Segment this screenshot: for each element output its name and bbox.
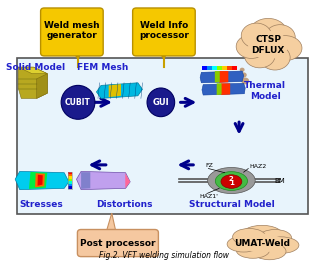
- Ellipse shape: [259, 230, 292, 246]
- Polygon shape: [37, 74, 47, 99]
- Ellipse shape: [227, 236, 260, 252]
- Polygon shape: [38, 175, 43, 186]
- Polygon shape: [158, 50, 168, 59]
- FancyBboxPatch shape: [41, 8, 103, 56]
- Polygon shape: [221, 83, 230, 95]
- Ellipse shape: [240, 234, 284, 253]
- Polygon shape: [29, 172, 47, 189]
- Ellipse shape: [236, 35, 266, 58]
- Text: Stresses: Stresses: [19, 200, 63, 209]
- Polygon shape: [202, 83, 245, 95]
- Polygon shape: [18, 67, 47, 74]
- FancyBboxPatch shape: [77, 230, 158, 256]
- Bar: [68, 172, 72, 189]
- Ellipse shape: [215, 172, 247, 190]
- Ellipse shape: [233, 228, 266, 245]
- Polygon shape: [215, 71, 220, 83]
- Polygon shape: [15, 171, 69, 190]
- FancyBboxPatch shape: [17, 58, 308, 214]
- Ellipse shape: [147, 88, 175, 117]
- Polygon shape: [109, 84, 121, 97]
- Text: Post processor: Post processor: [80, 239, 156, 248]
- Text: BM: BM: [274, 178, 285, 184]
- Text: Fig.2. VFT welding simulation flow: Fig.2. VFT welding simulation flow: [99, 251, 229, 260]
- Ellipse shape: [241, 23, 272, 48]
- Text: FZ: FZ: [205, 163, 213, 168]
- Text: Distortions: Distortions: [96, 200, 152, 209]
- Text: Weld mesh
generator: Weld mesh generator: [44, 21, 100, 40]
- Polygon shape: [96, 83, 142, 99]
- Bar: [68, 186, 72, 189]
- Polygon shape: [18, 67, 47, 99]
- Bar: [217, 66, 222, 70]
- Bar: [68, 177, 72, 179]
- Bar: [232, 66, 237, 70]
- Ellipse shape: [262, 237, 299, 254]
- Polygon shape: [106, 213, 116, 234]
- Polygon shape: [125, 173, 130, 188]
- Bar: [68, 174, 72, 177]
- Ellipse shape: [253, 243, 286, 260]
- Text: CTSP
DFLUX: CTSP DFLUX: [252, 35, 285, 55]
- Polygon shape: [200, 71, 244, 83]
- Bar: [68, 181, 72, 184]
- Bar: [227, 66, 232, 70]
- Ellipse shape: [248, 31, 288, 59]
- Polygon shape: [81, 172, 90, 189]
- Ellipse shape: [250, 18, 287, 47]
- Text: GUI: GUI: [153, 98, 169, 107]
- Text: 2: 2: [228, 176, 233, 182]
- Ellipse shape: [208, 167, 255, 194]
- Text: Solid Model: Solid Model: [5, 63, 65, 72]
- Bar: [68, 172, 72, 174]
- FancyBboxPatch shape: [133, 8, 195, 56]
- Polygon shape: [35, 173, 45, 187]
- Ellipse shape: [268, 36, 302, 61]
- Bar: [212, 66, 217, 70]
- Bar: [68, 184, 72, 186]
- Ellipse shape: [241, 78, 249, 84]
- Text: Weld Info
processor: Weld Info processor: [139, 21, 189, 40]
- Ellipse shape: [221, 175, 242, 188]
- Text: 1: 1: [229, 180, 234, 186]
- Polygon shape: [219, 71, 228, 83]
- Ellipse shape: [260, 45, 290, 70]
- Text: UMAT-Weld: UMAT-Weld: [234, 239, 290, 248]
- Ellipse shape: [242, 225, 282, 244]
- Bar: [207, 66, 212, 70]
- Text: Structural Model: Structural Model: [189, 200, 274, 209]
- Ellipse shape: [240, 68, 245, 72]
- Text: FEM Mesh: FEM Mesh: [77, 63, 128, 72]
- Polygon shape: [73, 50, 82, 59]
- Text: HAZ2: HAZ2: [249, 163, 266, 168]
- Ellipse shape: [61, 85, 95, 119]
- Bar: [68, 179, 72, 181]
- Ellipse shape: [245, 44, 275, 68]
- Text: CUBIT: CUBIT: [65, 98, 91, 107]
- Polygon shape: [217, 83, 222, 95]
- Ellipse shape: [241, 72, 247, 78]
- Bar: [202, 66, 207, 70]
- Polygon shape: [77, 171, 130, 190]
- Text: Thermal
Model: Thermal Model: [244, 81, 286, 101]
- Ellipse shape: [265, 25, 295, 50]
- Ellipse shape: [236, 242, 269, 258]
- Bar: [222, 66, 227, 70]
- Text: HAZ1': HAZ1': [199, 194, 218, 199]
